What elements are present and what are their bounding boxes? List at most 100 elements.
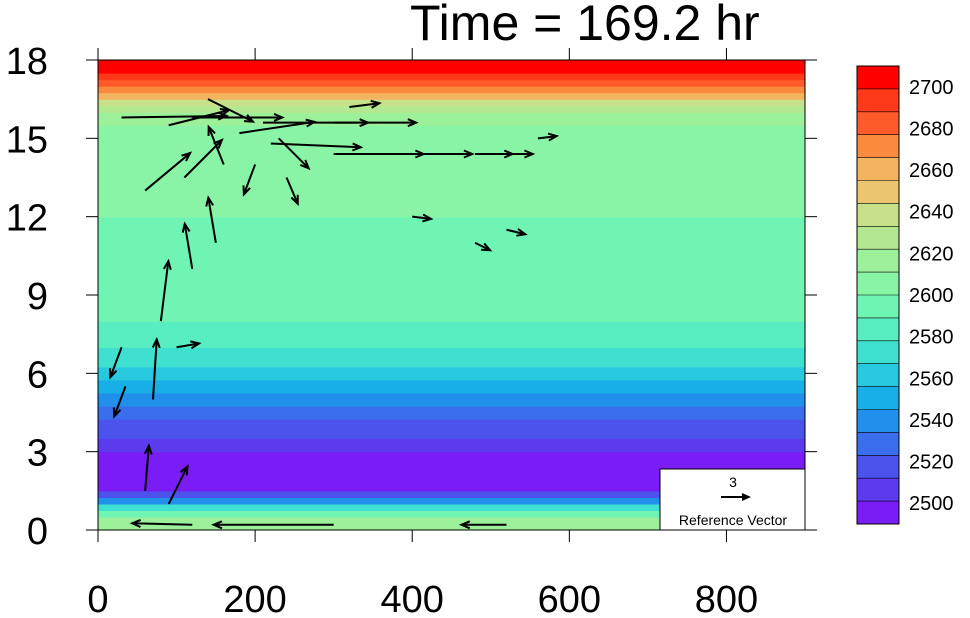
field-band — [98, 477, 805, 485]
colorbar-swatch — [857, 295, 899, 319]
colorbar-label: 2580 — [909, 327, 954, 349]
colorbar-label: 2660 — [909, 160, 954, 182]
wind-vector — [285, 177, 299, 207]
colorbar-label: 2500 — [909, 493, 954, 515]
wind-vector — [537, 132, 560, 142]
wind-vector — [474, 241, 493, 252]
field-band — [98, 275, 805, 283]
field-band — [98, 458, 805, 466]
field-band — [98, 438, 805, 446]
field-band — [98, 484, 805, 492]
colorbar-swatch — [857, 203, 899, 227]
field-band — [98, 170, 805, 179]
field-band — [98, 445, 805, 453]
field-band — [98, 255, 805, 263]
wind-vector — [412, 213, 434, 223]
wind-vector — [159, 258, 172, 322]
field-band — [98, 523, 805, 530]
field-band — [98, 340, 805, 348]
wind-vector — [506, 149, 536, 159]
colorbar-swatch — [857, 386, 899, 410]
field-band — [98, 327, 805, 335]
field-band — [98, 419, 805, 427]
colorbar-swatch — [857, 111, 899, 136]
colorbar-swatch — [857, 249, 899, 273]
field-band — [98, 177, 805, 185]
x-tick-label: 600 — [538, 579, 601, 618]
wind-vector — [167, 464, 189, 505]
colorbar-swatch — [857, 478, 899, 502]
colorbar-swatch — [857, 409, 899, 433]
wind-vector — [207, 98, 256, 123]
field-band — [98, 99, 805, 107]
wind-vector — [112, 386, 127, 419]
field-band — [98, 184, 805, 192]
wind-vector — [211, 520, 334, 530]
colorbar-swatch — [857, 455, 899, 479]
wind-vector — [192, 113, 285, 122]
wind-vector — [506, 228, 528, 237]
colorbar-label: 2700 — [909, 77, 954, 99]
wind-vector — [129, 519, 193, 528]
colorbar-swatch — [857, 317, 899, 342]
wind-vector — [207, 124, 225, 165]
field-band — [98, 66, 805, 74]
colorbar-label: 2620 — [909, 243, 954, 265]
field-band — [98, 503, 805, 512]
field-band — [98, 412, 805, 420]
wind-vector — [333, 118, 419, 128]
field-band — [98, 471, 805, 479]
field-band — [98, 432, 805, 440]
y-tick-label: 0 — [27, 511, 48, 553]
field-band — [98, 138, 805, 146]
colorbar-swatch — [857, 363, 899, 388]
x-tick-label: 200 — [223, 579, 286, 618]
colorbar-swatch — [857, 501, 899, 525]
y-tick-label: 15 — [6, 119, 48, 161]
wind-vector — [181, 221, 194, 270]
field-band — [98, 229, 805, 237]
colorbar-swatch — [857, 226, 899, 250]
field-band — [98, 203, 805, 211]
wind-vector — [205, 195, 217, 243]
field-band — [98, 379, 805, 387]
field-band — [98, 308, 805, 316]
field-band — [98, 347, 805, 355]
colorbar-swatch — [857, 157, 899, 181]
field-band — [98, 112, 805, 120]
colorbar-label: 2560 — [909, 368, 954, 390]
colorbar-swatch — [857, 180, 899, 204]
field-band — [98, 144, 805, 152]
field-band — [98, 236, 805, 244]
wind-vector — [239, 118, 317, 135]
colorbar-swatch — [857, 272, 899, 296]
wind-vector — [458, 520, 507, 530]
field-band — [98, 86, 805, 94]
field-band — [98, 386, 805, 394]
colorbar-swatch — [857, 134, 899, 159]
field-band — [98, 216, 805, 224]
field-layer — [98, 60, 805, 530]
field-band — [98, 131, 805, 139]
y-tick-label: 9 — [27, 276, 48, 318]
wind-vector — [412, 149, 475, 159]
field-band — [98, 242, 805, 250]
colorbar-label: 2680 — [909, 118, 954, 140]
field-band — [98, 249, 805, 257]
wind-vector — [242, 164, 257, 197]
field-band — [98, 92, 805, 100]
field-band — [98, 497, 805, 505]
y-tick-label: 12 — [6, 198, 48, 240]
x-tick-label: 0 — [87, 579, 108, 618]
reference-vector-value: 3 — [729, 474, 737, 490]
wind-vector — [108, 346, 123, 380]
field-band — [98, 223, 805, 231]
field-band — [98, 405, 805, 414]
wind-vector — [151, 336, 161, 400]
wind-vector — [176, 340, 202, 350]
field-band — [98, 392, 805, 401]
field-band — [98, 118, 805, 126]
field-band — [98, 516, 805, 525]
reference-vector-arrowhead — [742, 493, 751, 501]
